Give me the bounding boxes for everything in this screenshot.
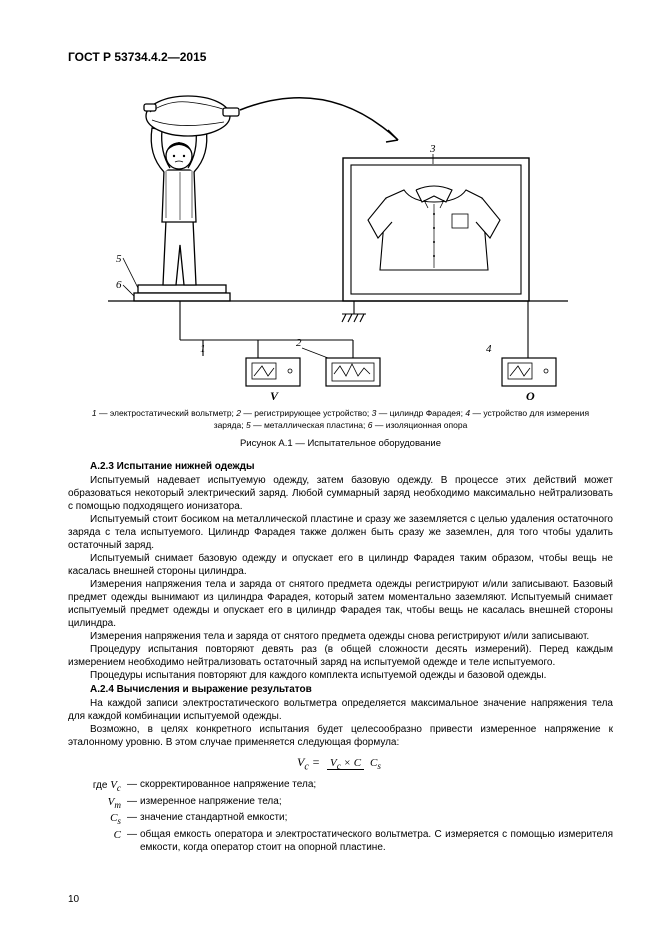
section-a24-title: А.2.4 Вычисления и выражение результатов xyxy=(90,684,613,695)
callout-6: 6 xyxy=(116,279,122,291)
para: Процедуру испытания повторяют девять раз… xyxy=(68,643,613,669)
figure-diagram: 5 6 1 2 3 4 V Q xyxy=(68,80,613,400)
para: Процедуры испытания повторяют для каждог… xyxy=(68,669,613,682)
callout-1: 1 xyxy=(200,343,206,355)
para: Испытуемый снимает базовую одежду и опус… xyxy=(68,552,613,578)
label-V: V xyxy=(270,389,279,400)
formula: Vc = Vc × C Cs xyxy=(68,755,613,772)
page-number: 10 xyxy=(68,894,79,905)
para: Испытуемый надевает испытуемую одежду, з… xyxy=(68,474,613,513)
section-a23-title: А.2.3 Испытание нижней одежды xyxy=(90,461,613,472)
para: Возможно, в целях конкретного испытания … xyxy=(68,723,613,749)
figure-legend: 1 — электростатический вольтметр; 2 — ре… xyxy=(68,408,613,432)
label-Q: Q xyxy=(526,389,535,400)
callout-3: 3 xyxy=(429,143,436,155)
where-block: где Vc — скорректированное напряжение те… xyxy=(68,778,613,855)
callout-2: 2 xyxy=(296,337,302,349)
callout-4: 4 xyxy=(486,343,492,355)
figure-title: Рисунок А.1 — Испытательное оборудование xyxy=(68,438,613,449)
para: Измерения напряжения тела и заряда от сн… xyxy=(68,630,613,643)
para: Испытуемый стоит босиком на металлическо… xyxy=(68,513,613,552)
para: На каждой записи электростатического вол… xyxy=(68,697,613,723)
callout-5: 5 xyxy=(116,253,122,265)
para: Измерения напряжения тела и заряда от сн… xyxy=(68,578,613,630)
document-header: ГОСТ Р 53734.4.2—2015 xyxy=(68,50,613,64)
